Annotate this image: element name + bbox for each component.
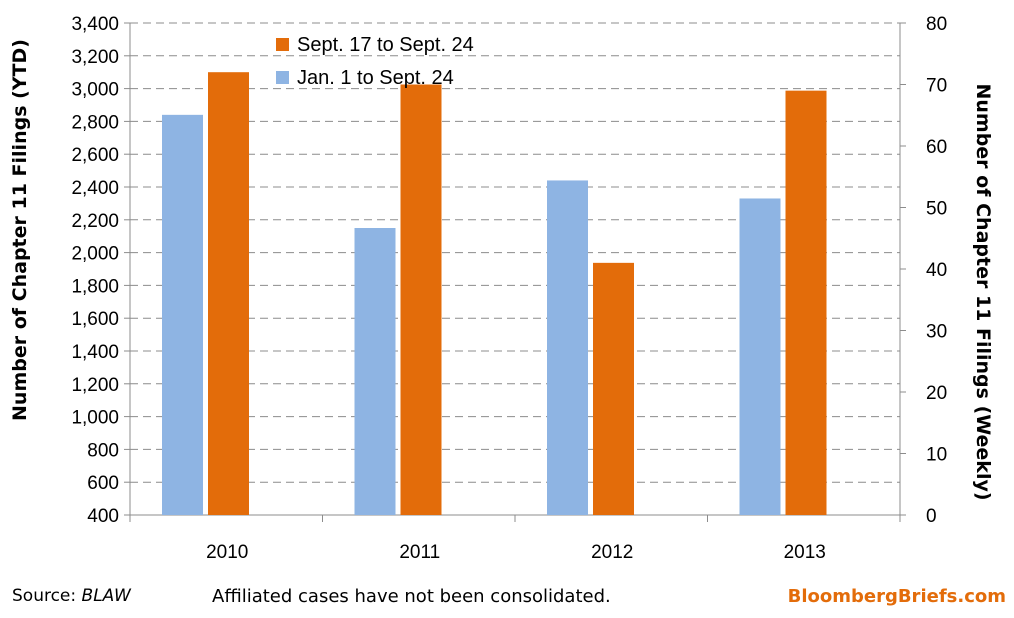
y-tick-label-left: 1,000 xyxy=(71,408,119,429)
y-tick-label-left: 400 xyxy=(87,506,119,527)
x-tick-label: 2012 xyxy=(591,542,633,563)
bar-weekly-2012 xyxy=(593,262,634,515)
bar-ytd-2010 xyxy=(162,114,203,515)
y-tick-label-right: 30 xyxy=(926,322,947,343)
y-tick-label-right: 70 xyxy=(926,76,947,97)
brand-logo-text: BloombergBriefs.com xyxy=(787,586,1006,607)
y-tick-label-left: 1,400 xyxy=(71,342,119,363)
y-tick-label-right: 40 xyxy=(926,260,947,281)
source-note: Source: BLAW xyxy=(12,586,131,606)
legend-label: Jan. 1 to Sept. 24 xyxy=(297,67,454,89)
y-tick-label-right: 60 xyxy=(926,137,947,158)
bar-ytd-2013 xyxy=(739,198,781,516)
y-tick-label-left: 1,600 xyxy=(71,309,119,330)
x-tick-label: 2013 xyxy=(784,542,826,563)
legend-swatch xyxy=(276,38,289,51)
y-tick-label-right: 80 xyxy=(926,14,947,35)
y-tick-label-left: 3,200 xyxy=(71,47,119,68)
y-tick-label-left: 2,400 xyxy=(71,178,119,199)
y-tick-label-left: 2,600 xyxy=(71,145,119,166)
bar-ytd-2011 xyxy=(354,228,396,515)
tick-labels: 4006008001,0001,2001,4001,6001,8002,0002… xyxy=(71,14,947,563)
bars xyxy=(162,72,827,516)
legend-label: Sept. 17 to Sept. 24 xyxy=(297,34,474,56)
y-tick-label-left: 3,400 xyxy=(71,14,119,35)
x-tick-label: 2010 xyxy=(206,542,248,563)
bar-weekly-2013 xyxy=(785,90,827,516)
x-tick-label: 2011 xyxy=(399,542,440,563)
source-label: Source: xyxy=(12,586,82,606)
y-tick-label-left: 1,200 xyxy=(71,375,119,396)
y-axis-title-left: Number of Chapter 11 Filings (YTD) xyxy=(9,39,31,421)
y-tick-label-left: 1,800 xyxy=(71,276,119,297)
y-tick-label-right: 20 xyxy=(926,383,947,404)
y-axis-title-right: Number of Chapter 11 Filings (Weekly) xyxy=(972,83,994,500)
y-tick-label-left: 800 xyxy=(87,440,119,461)
source-value: BLAW xyxy=(81,586,131,606)
footnote: Affiliated cases have not been consolida… xyxy=(212,586,611,607)
y-tick-label-left: 600 xyxy=(87,473,119,494)
y-tick-label-left: 2,000 xyxy=(71,244,119,265)
legend-swatch xyxy=(276,71,289,84)
y-tick-label-right: 10 xyxy=(926,445,947,466)
bar-ytd-2012 xyxy=(547,180,588,515)
legend: Sept. 17 to Sept. 24 Jan. 1 to Sept. 24 xyxy=(276,34,474,89)
y-tick-label-left: 3,000 xyxy=(71,80,119,101)
y-tick-label-left: 2,800 xyxy=(71,112,119,133)
y-tick-label-left: 2,200 xyxy=(71,211,119,232)
y-tick-label-right: 0 xyxy=(926,506,937,527)
bar-weekly-2010 xyxy=(208,72,249,515)
y-tick-label-right: 50 xyxy=(926,199,947,220)
bar-weekly-2011 xyxy=(400,84,442,515)
